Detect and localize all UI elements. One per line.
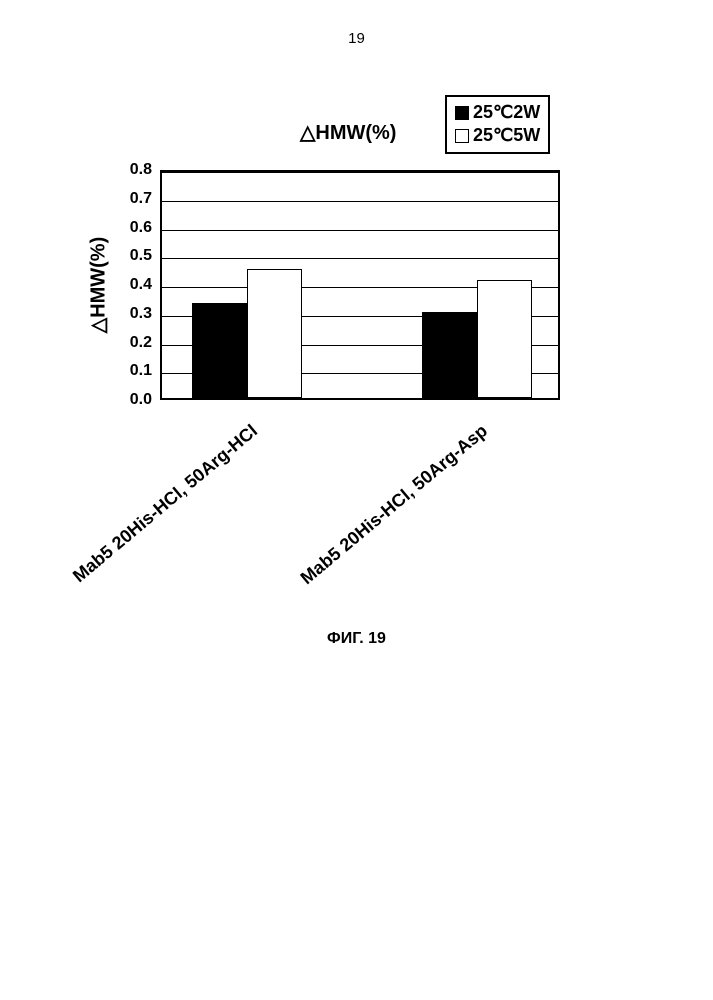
ytick-label: 0.1 — [112, 362, 152, 380]
yaxis-title: △HMW(%) — [86, 237, 111, 333]
bar — [477, 280, 532, 398]
gridline — [162, 258, 558, 259]
xtick-label: Mab5 20His-HCl, 50Arg-Asp — [279, 420, 492, 603]
ytick-label: 0.3 — [112, 305, 152, 323]
legend-item: 25℃2W — [455, 101, 540, 124]
bar — [422, 312, 477, 398]
legend-swatch — [455, 129, 469, 143]
ytick-label: 0.7 — [112, 190, 152, 208]
ytick-label: 0.2 — [112, 334, 152, 352]
page-number: 19 — [348, 30, 365, 47]
gridline — [162, 172, 558, 173]
legend-label: 25℃5W — [473, 124, 540, 147]
bar — [247, 269, 302, 398]
figure-caption: ФИГ. 19 — [327, 630, 386, 648]
gridline — [162, 201, 558, 202]
ytick-label: 0.5 — [112, 247, 152, 265]
chart-title: △HMW(%) — [300, 120, 396, 145]
bar — [192, 303, 247, 398]
legend-swatch — [455, 106, 469, 120]
ytick-label: 0.6 — [112, 219, 152, 237]
ytick-label: 0.8 — [112, 161, 152, 179]
legend: 25℃2W25℃5W — [445, 95, 550, 154]
legend-item: 25℃5W — [455, 124, 540, 147]
ytick-label: 0.0 — [112, 391, 152, 409]
ytick-label: 0.4 — [112, 276, 152, 294]
legend-label: 25℃2W — [473, 101, 540, 124]
plot-area — [160, 170, 560, 400]
gridline — [162, 230, 558, 231]
xtick-label: Mab5 20His-HCl, 50Arg-HCl — [49, 420, 262, 603]
